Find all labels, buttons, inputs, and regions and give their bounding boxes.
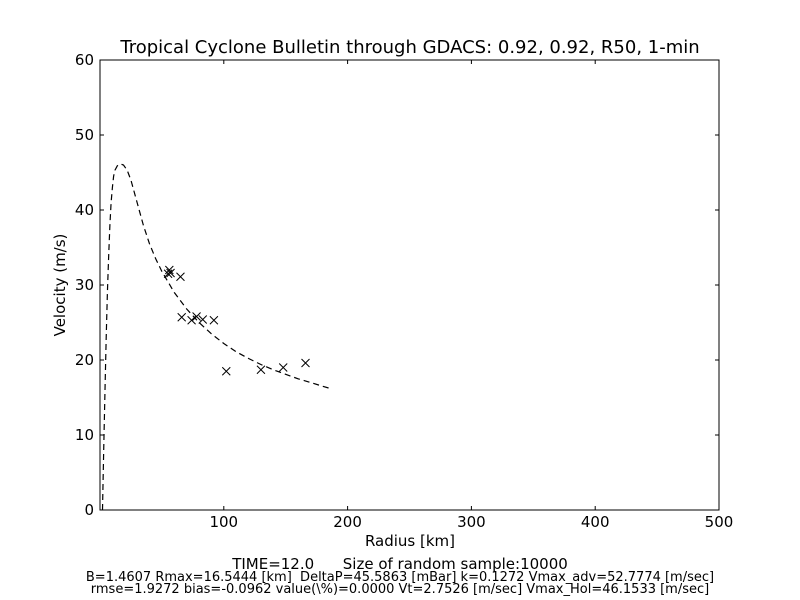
x-tick-label: 300 xyxy=(457,513,486,531)
chart-title: Tropical Cyclone Bulletin through GDACS:… xyxy=(119,37,699,58)
observation-marker xyxy=(187,315,196,325)
observation-marker xyxy=(256,365,266,375)
axis-ticks: 100 200 300 400 500 0 10 20 30 40 50 60 xyxy=(75,51,733,531)
observation-marker xyxy=(176,272,185,282)
fitted-profile-curve xyxy=(101,163,331,511)
x-axis-label: Radius [km] xyxy=(365,532,455,550)
y-tick-label: 60 xyxy=(75,51,94,69)
y-tick-label: 40 xyxy=(75,201,94,219)
time-sample-info: TIME=12.0 Size of random sample:10000 xyxy=(232,555,568,573)
x-tick-label: 400 xyxy=(581,513,610,531)
x-tick-label: 500 xyxy=(705,513,734,531)
y-tick-label: 20 xyxy=(75,351,94,369)
y-tick-label: 30 xyxy=(75,276,94,294)
y-tick-label: 50 xyxy=(75,126,94,144)
y-tick-label: 10 xyxy=(75,426,94,444)
y-axis-label: Velocity (m/s) xyxy=(51,234,69,337)
data-series xyxy=(101,163,331,511)
x-tick-label: 200 xyxy=(333,513,362,531)
observation-marker xyxy=(166,268,175,278)
y-tick-label: 0 xyxy=(84,501,94,519)
observation-marker xyxy=(177,312,187,322)
observation-marker xyxy=(278,363,288,372)
plot-frame xyxy=(99,59,720,511)
observation-marker xyxy=(221,366,231,376)
x-tick-label: 100 xyxy=(209,513,238,531)
observation-marker xyxy=(209,315,219,325)
observation-marker xyxy=(164,265,174,275)
parameter-info: B=1.4607 Rmax=16.5444 [km] DeltaP=45.586… xyxy=(85,570,715,585)
observation-marker xyxy=(198,315,208,324)
observation-marker xyxy=(192,312,201,321)
error-info: rmse=1.9272 bias=-0.0962 value(\%)=0.000… xyxy=(90,582,710,597)
observation-marker xyxy=(301,358,310,368)
